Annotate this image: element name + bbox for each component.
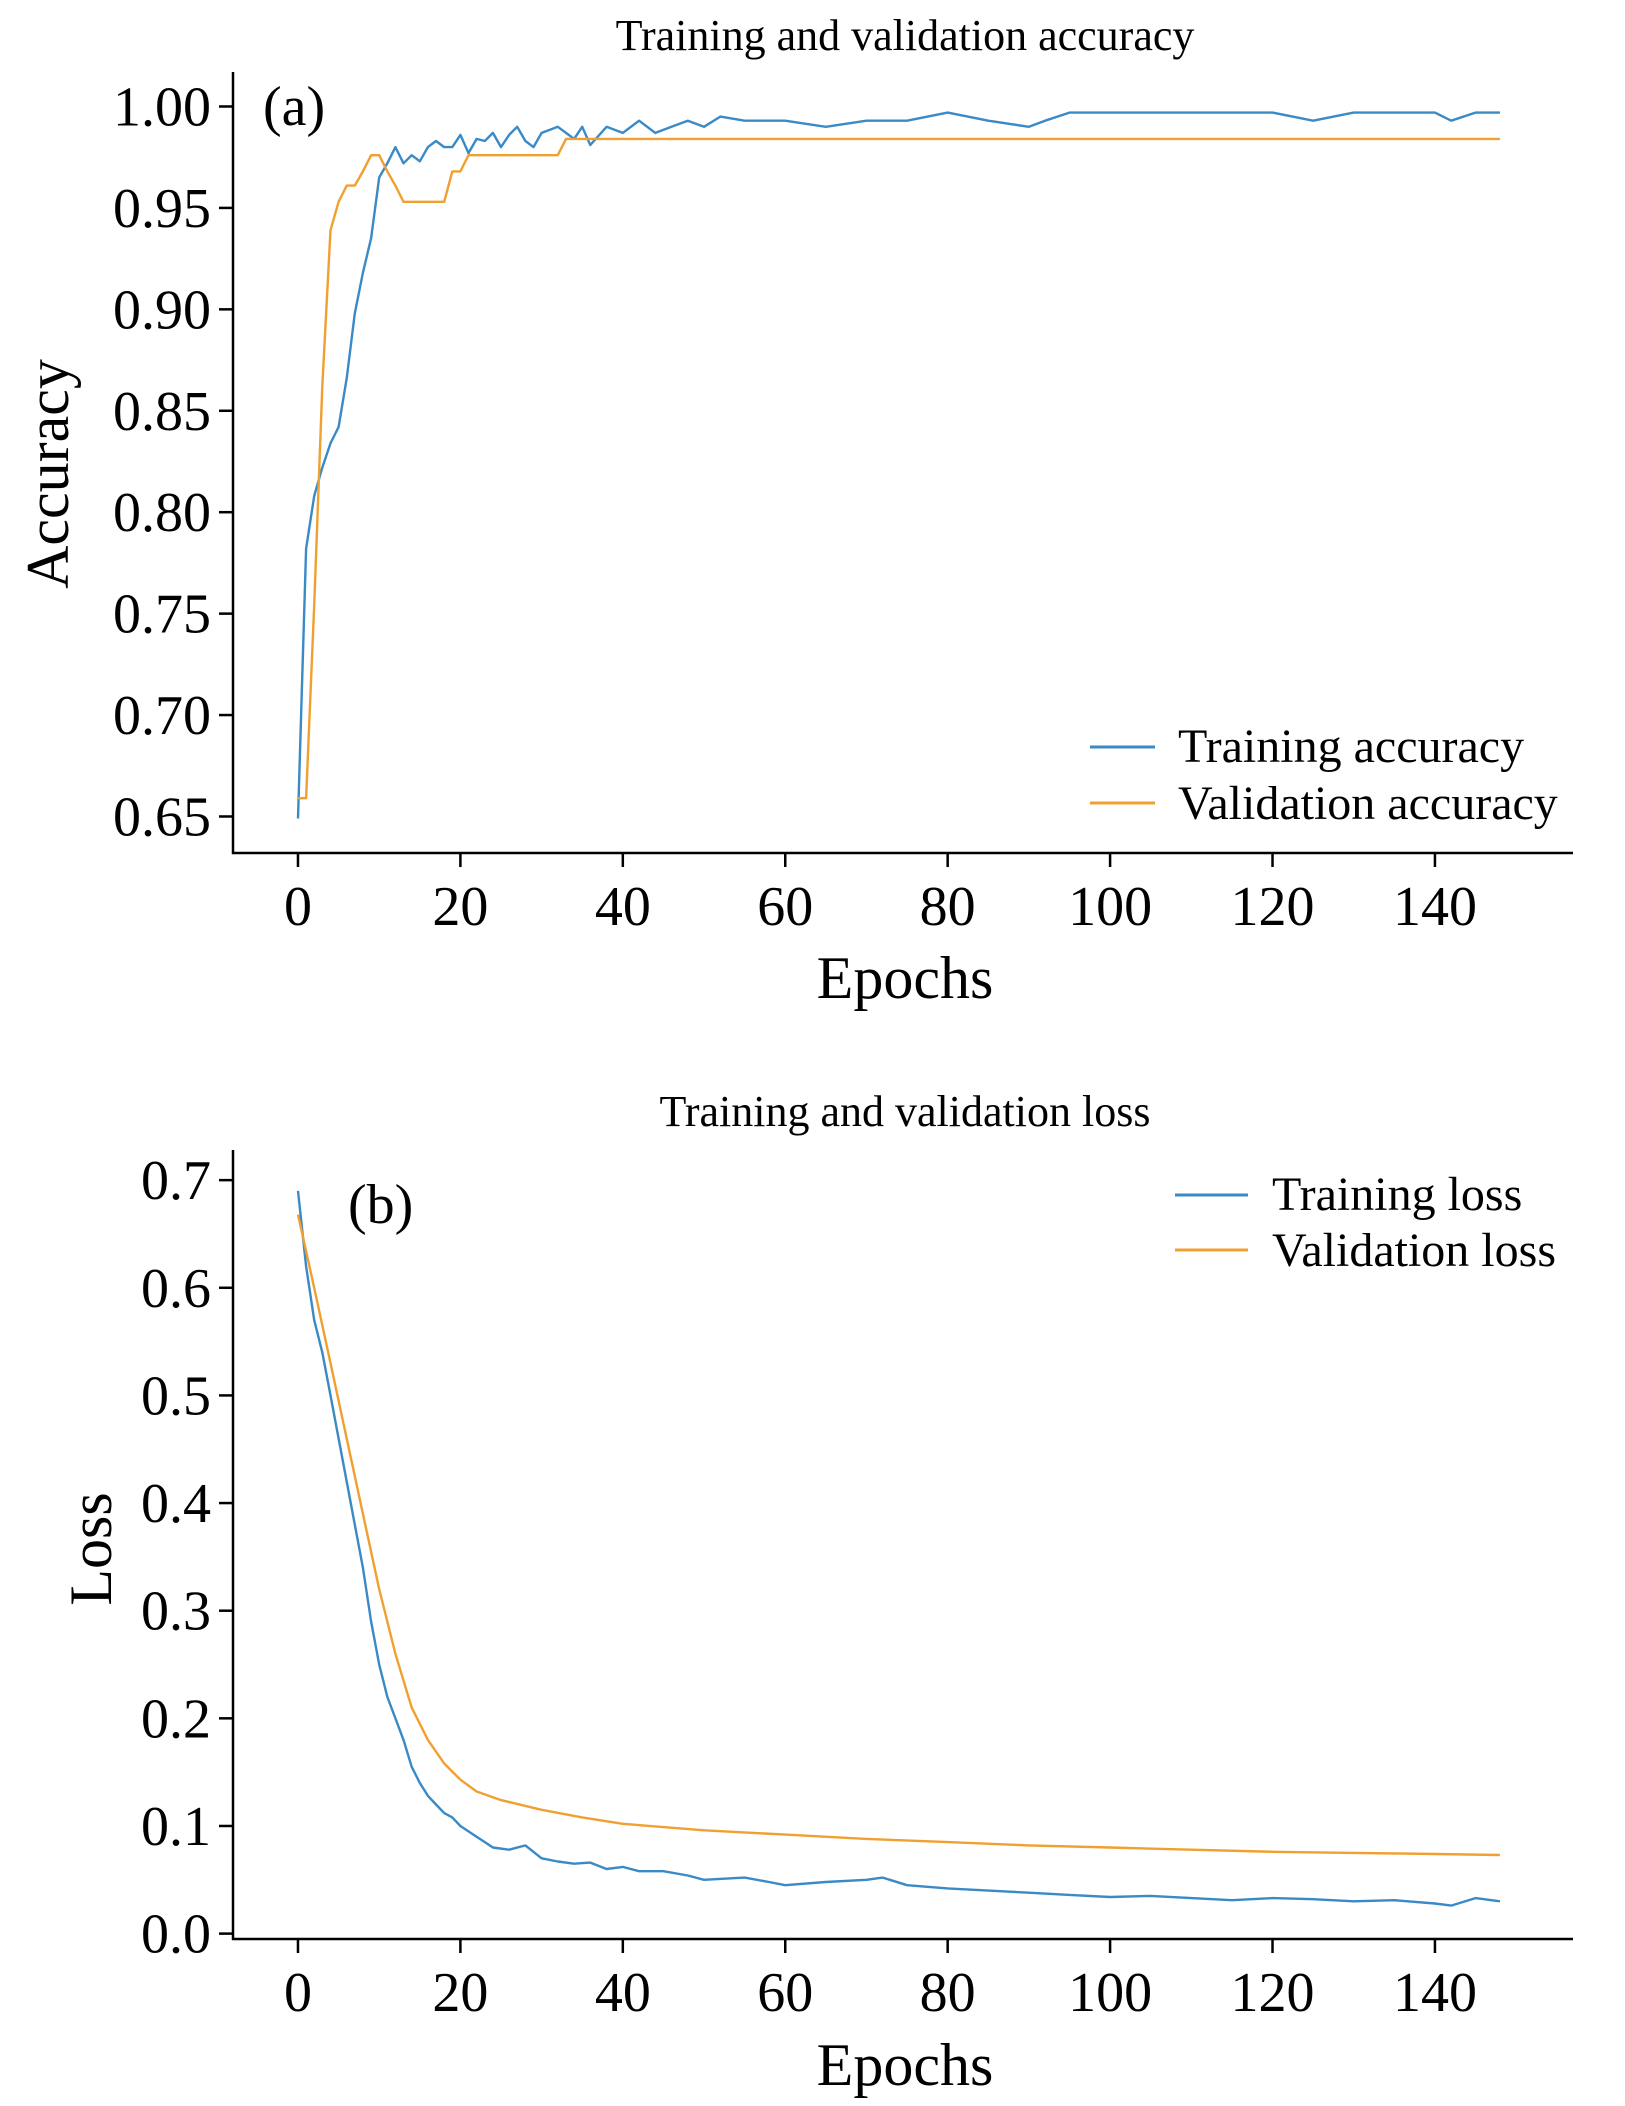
x-axis-label: Epochs — [817, 945, 994, 1011]
x-tick-label: 40 — [595, 1962, 651, 2024]
legend: Training accuracy Validation accuracy — [1090, 720, 1558, 830]
x-tick-label: 120 — [1231, 876, 1315, 938]
y-tick-label: 0.2 — [141, 1688, 211, 1750]
y-axis-label: Accuracy — [15, 359, 81, 589]
y-tick-label: 0.5 — [141, 1365, 211, 1427]
y-tick-label: 0.95 — [113, 178, 211, 240]
x-tick-label: 60 — [757, 1962, 813, 2024]
legend: Training loss Validation loss — [1175, 1168, 1556, 1277]
y-tick-label: 0.75 — [113, 584, 211, 646]
loss-plot-area — [296, 1190, 1501, 1907]
x-tick-label: 140 — [1393, 876, 1477, 938]
y-tick-label: 0.80 — [113, 482, 211, 544]
x-tick-label: 100 — [1068, 1962, 1152, 2024]
y-tick-label: 0.0 — [141, 1904, 211, 1966]
y-tick-label: 0.90 — [113, 279, 211, 341]
y-tick-label: 0.6 — [141, 1258, 211, 1320]
x-tick-label: 0 — [284, 1962, 312, 2024]
legend-entry-training: Training accuracy — [1178, 720, 1524, 773]
x-tick-label: 40 — [595, 876, 651, 938]
x-tick-label: 100 — [1068, 876, 1152, 938]
accuracy-plot-area — [296, 111, 1500, 819]
legend-entry-training: Training loss — [1272, 1168, 1522, 1221]
panel-label: (a) — [263, 76, 325, 138]
y-tick-label: 0.65 — [113, 786, 211, 848]
loss-axes: 0 20 40 60 80 100 120 140 0.0 0.1 0.2 0.3 0.4 0.5 0.6 0… — [141, 1150, 1573, 2024]
y-tick-label: 0.70 — [113, 685, 211, 747]
y-tick-label: 0.4 — [141, 1473, 211, 1535]
y-tick-label: 0.3 — [141, 1581, 211, 1643]
accuracy-axes: 0 20 40 60 80 100 120 140 0.65 0.70 0.75 0.80 0.85 0.… — [113, 72, 1573, 938]
legend-entry-validation: Validation loss — [1272, 1224, 1556, 1277]
chart-title: Training and validation loss — [660, 1087, 1151, 1136]
series-line-training-loss — [296, 1190, 1501, 1907]
x-tick-label: 20 — [432, 876, 488, 938]
y-tick-label: 0.7 — [141, 1150, 211, 1212]
accuracy-chart: Training and validation accuracy 0 20 40 60… — [15, 11, 1573, 1011]
legend-entry-validation: Validation accuracy — [1178, 777, 1558, 830]
x-tick-label: 120 — [1231, 1962, 1315, 2024]
x-axis-label: Epochs — [817, 2032, 994, 2098]
x-tick-label: 80 — [920, 876, 976, 938]
y-axis-label: Loss — [58, 1492, 124, 1605]
x-tick-label: 80 — [920, 1962, 976, 2024]
y-tick-label: 0.1 — [141, 1796, 211, 1858]
series-line-validation-loss — [296, 1214, 1500, 1857]
panel-label: (b) — [348, 1174, 413, 1236]
x-tick-label: 140 — [1393, 1962, 1477, 2024]
x-tick-label: 0 — [284, 876, 312, 938]
y-tick-label: 1.00 — [113, 76, 211, 138]
x-tick-label: 60 — [757, 876, 813, 938]
series-line-validation-accuracy — [298, 137, 1500, 800]
y-tick-label: 0.85 — [113, 381, 211, 443]
loss-chart: Training and validation loss 0 20 40 60 80 10… — [58, 1087, 1573, 2098]
x-tick-label: 20 — [432, 1962, 488, 2024]
chart-title: Training and validation accuracy — [616, 11, 1195, 60]
